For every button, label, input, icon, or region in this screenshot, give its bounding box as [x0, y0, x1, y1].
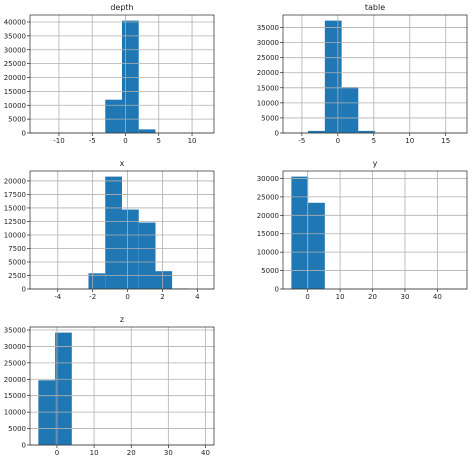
x-tick-label: 30: [164, 449, 173, 457]
bar: [121, 20, 139, 133]
subplot-title: depth: [110, 3, 133, 12]
y-tick-label: 10000: [4, 409, 26, 417]
bar: [155, 271, 173, 289]
y-tick-label: 5000: [261, 267, 279, 275]
bar: [138, 222, 156, 289]
axes-frame: [29, 170, 215, 290]
y-tick-label: 20000: [4, 74, 26, 82]
x-tick-label: -5: [298, 137, 305, 145]
x-tick-label: 10: [336, 293, 345, 301]
y-tick-label: 20000: [257, 69, 279, 77]
y-tick-label: 15000: [4, 204, 26, 212]
y-tick-label: 10000: [257, 99, 279, 107]
axes-frame: [282, 14, 468, 134]
x-tick-label: 10: [90, 449, 99, 457]
y-tick-label: 15000: [4, 88, 26, 96]
y-tick-label: 25000: [257, 54, 279, 62]
y-tick-label: 30000: [257, 175, 279, 183]
subplot-title: table: [365, 3, 385, 12]
y-tick-label: 17500: [4, 191, 26, 199]
subplot-title: y: [373, 159, 378, 168]
x-tick-label: 4: [195, 293, 200, 301]
y-tick-label: 5000: [8, 258, 26, 266]
x-tick-label: -4: [54, 293, 62, 301]
bar: [308, 130, 325, 133]
y-tick-label: 30000: [4, 343, 26, 351]
x-tick-label: 0: [125, 293, 129, 301]
bar: [122, 209, 139, 289]
x-tick-label: 30: [400, 293, 409, 301]
x-tick-label: 5: [157, 137, 161, 145]
x-tick-label: 15: [441, 137, 450, 145]
subplot-title: z: [120, 315, 124, 324]
y-tick-label: 0: [275, 286, 279, 294]
y-tick-label: 5000: [261, 114, 279, 122]
bar: [308, 202, 325, 289]
y-tick-label: 15000: [4, 392, 26, 400]
y-tick-label: 35000: [4, 326, 26, 334]
axes-frame: [282, 170, 468, 290]
axes-frame: [29, 14, 215, 134]
x-tick-label: 0: [55, 449, 59, 457]
x-tick-label: 20: [127, 449, 136, 457]
y-tick-label: 30000: [257, 39, 279, 47]
x-tick-label: 40: [201, 449, 210, 457]
bar: [291, 176, 309, 289]
x-tick-label: 40: [433, 293, 442, 301]
y-tick-label: 10000: [257, 249, 279, 257]
x-tick-label: 0: [336, 137, 340, 145]
y-tick-label: 25000: [4, 359, 26, 367]
x-tick-label: 20: [368, 293, 377, 301]
bar: [341, 87, 359, 133]
bar: [55, 332, 72, 445]
y-tick-label: 15000: [257, 230, 279, 238]
y-tick-label: 40000: [4, 19, 26, 27]
y-tick-label: 35000: [257, 24, 279, 32]
axes-frame: [29, 326, 215, 446]
x-tick-label: -2: [89, 293, 96, 301]
y-tick-label: 20000: [4, 177, 26, 185]
x-tick-label: -5: [89, 137, 96, 145]
y-tick-label: 7500: [8, 245, 26, 253]
y-tick-label: 10000: [4, 231, 26, 239]
x-tick-label: 5: [372, 137, 376, 145]
x-tick-label: 10: [405, 137, 414, 145]
y-tick-label: 25000: [257, 193, 279, 201]
x-tick-label: 0: [305, 293, 309, 301]
x-tick-label: 2: [160, 293, 164, 301]
y-tick-label: 0: [22, 442, 26, 450]
bar: [105, 99, 122, 133]
x-tick-label: -10: [53, 137, 64, 145]
bar: [138, 129, 156, 133]
y-tick-label: 35000: [4, 32, 26, 40]
y-tick-label: 0: [22, 130, 26, 138]
bar: [105, 176, 122, 289]
y-tick-label: 0: [22, 286, 26, 294]
bar: [38, 380, 56, 445]
y-tick-label: 2500: [8, 272, 26, 280]
y-tick-label: 5000: [8, 116, 26, 124]
y-tick-label: 12500: [4, 218, 26, 226]
y-tick-label: 5000: [8, 425, 26, 433]
y-tick-label: 30000: [4, 46, 26, 54]
y-tick-label: 20000: [4, 376, 26, 384]
y-tick-label: 0: [275, 130, 279, 138]
y-tick-label: 15000: [257, 84, 279, 92]
subplot-title: x: [120, 159, 125, 168]
bar: [324, 20, 342, 133]
y-tick-label: 20000: [257, 212, 279, 220]
x-tick-label: 0: [123, 137, 127, 145]
x-tick-label: 10: [188, 137, 197, 145]
y-tick-label: 10000: [4, 102, 26, 110]
y-tick-label: 25000: [4, 60, 26, 68]
bar: [358, 130, 376, 133]
